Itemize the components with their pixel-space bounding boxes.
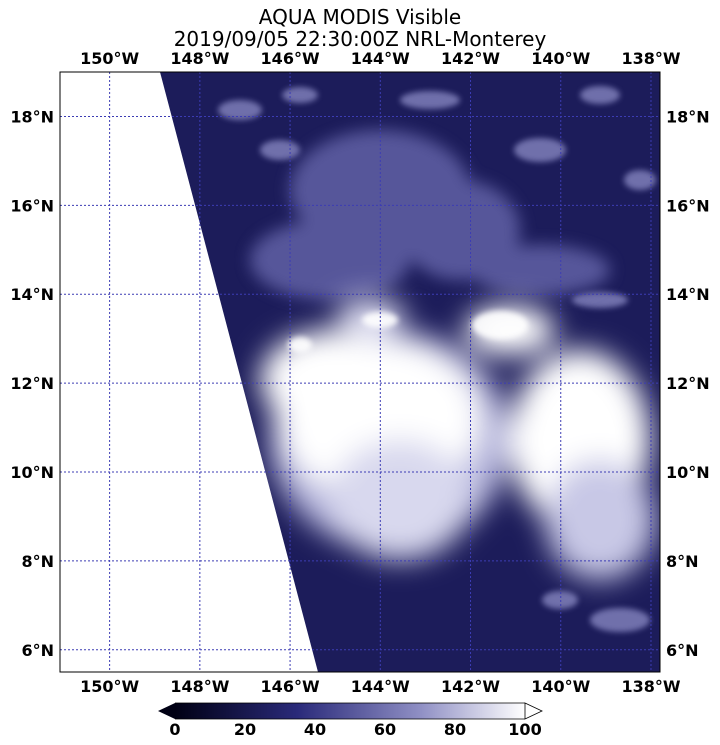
map-title: AQUA MODIS Visible [258,5,462,29]
colorbar-tick-label: 100 [508,720,542,739]
colorbar-tick-label: 40 [303,720,327,739]
colorbar-tick-label: 80 [443,720,467,739]
lat-label-right: 14°N [666,285,710,304]
lat-label-left: 12°N [10,374,54,393]
lon-label-bottom: 148°W [170,677,229,696]
lon-label-top: 140°W [531,49,590,68]
lon-label-top: 146°W [261,49,320,68]
graticule [60,72,660,672]
lon-label-bottom: 146°W [261,677,320,696]
colorbar-min-arrow [158,703,175,719]
lon-label-top: 142°W [441,49,500,68]
lat-label-left: 16°N [10,196,54,215]
lat-label-left: 8°N [21,552,54,571]
lon-label-bottom: 138°W [621,677,680,696]
lat-label-right: 16°N [666,196,710,215]
scattered-clouds [218,86,656,632]
lon-label-top: 144°W [351,49,410,68]
colorbar-tick-label: 60 [373,720,397,739]
lon-label-top: 148°W [170,49,229,68]
colorbar-gradient [175,703,525,719]
lon-label-top: 138°W [621,49,680,68]
colorbar-tick-label: 20 [233,720,257,739]
lon-label-top: 150°W [80,49,139,68]
lat-label-right: 8°N [666,552,699,571]
lon-label-bottom: 142°W [441,677,500,696]
lon-label-bottom: 150°W [80,677,139,696]
colorbar-outline [175,702,525,720]
lat-label-left: 6°N [21,641,54,660]
map-subtitle: 2019/09/05 22:30:00Z NRL-Monterey [173,27,547,51]
colorbar [158,702,543,720]
lat-label-right: 18°N [666,107,710,126]
satellite-swath [160,72,660,672]
map-frame [59,71,661,673]
colorbar-tick-label: 0 [169,720,181,739]
lat-label-left: 10°N [10,463,54,482]
lat-label-left: 14°N [10,285,54,304]
axis-labels: 150°W 150°W 148°W 148°W 146°W 146°W 144°W 144°W… [10,49,709,696]
colorbar-max-arrow [524,702,543,720]
lat-label-right: 10°N [666,463,710,482]
storm-cloud-mass [260,297,655,580]
lat-label-right: 6°N [666,641,699,660]
lon-label-bottom: 140°W [531,677,590,696]
lon-label-bottom: 144°W [351,677,410,696]
lat-label-left: 18°N [10,107,54,126]
lat-label-right: 12°N [666,374,710,393]
